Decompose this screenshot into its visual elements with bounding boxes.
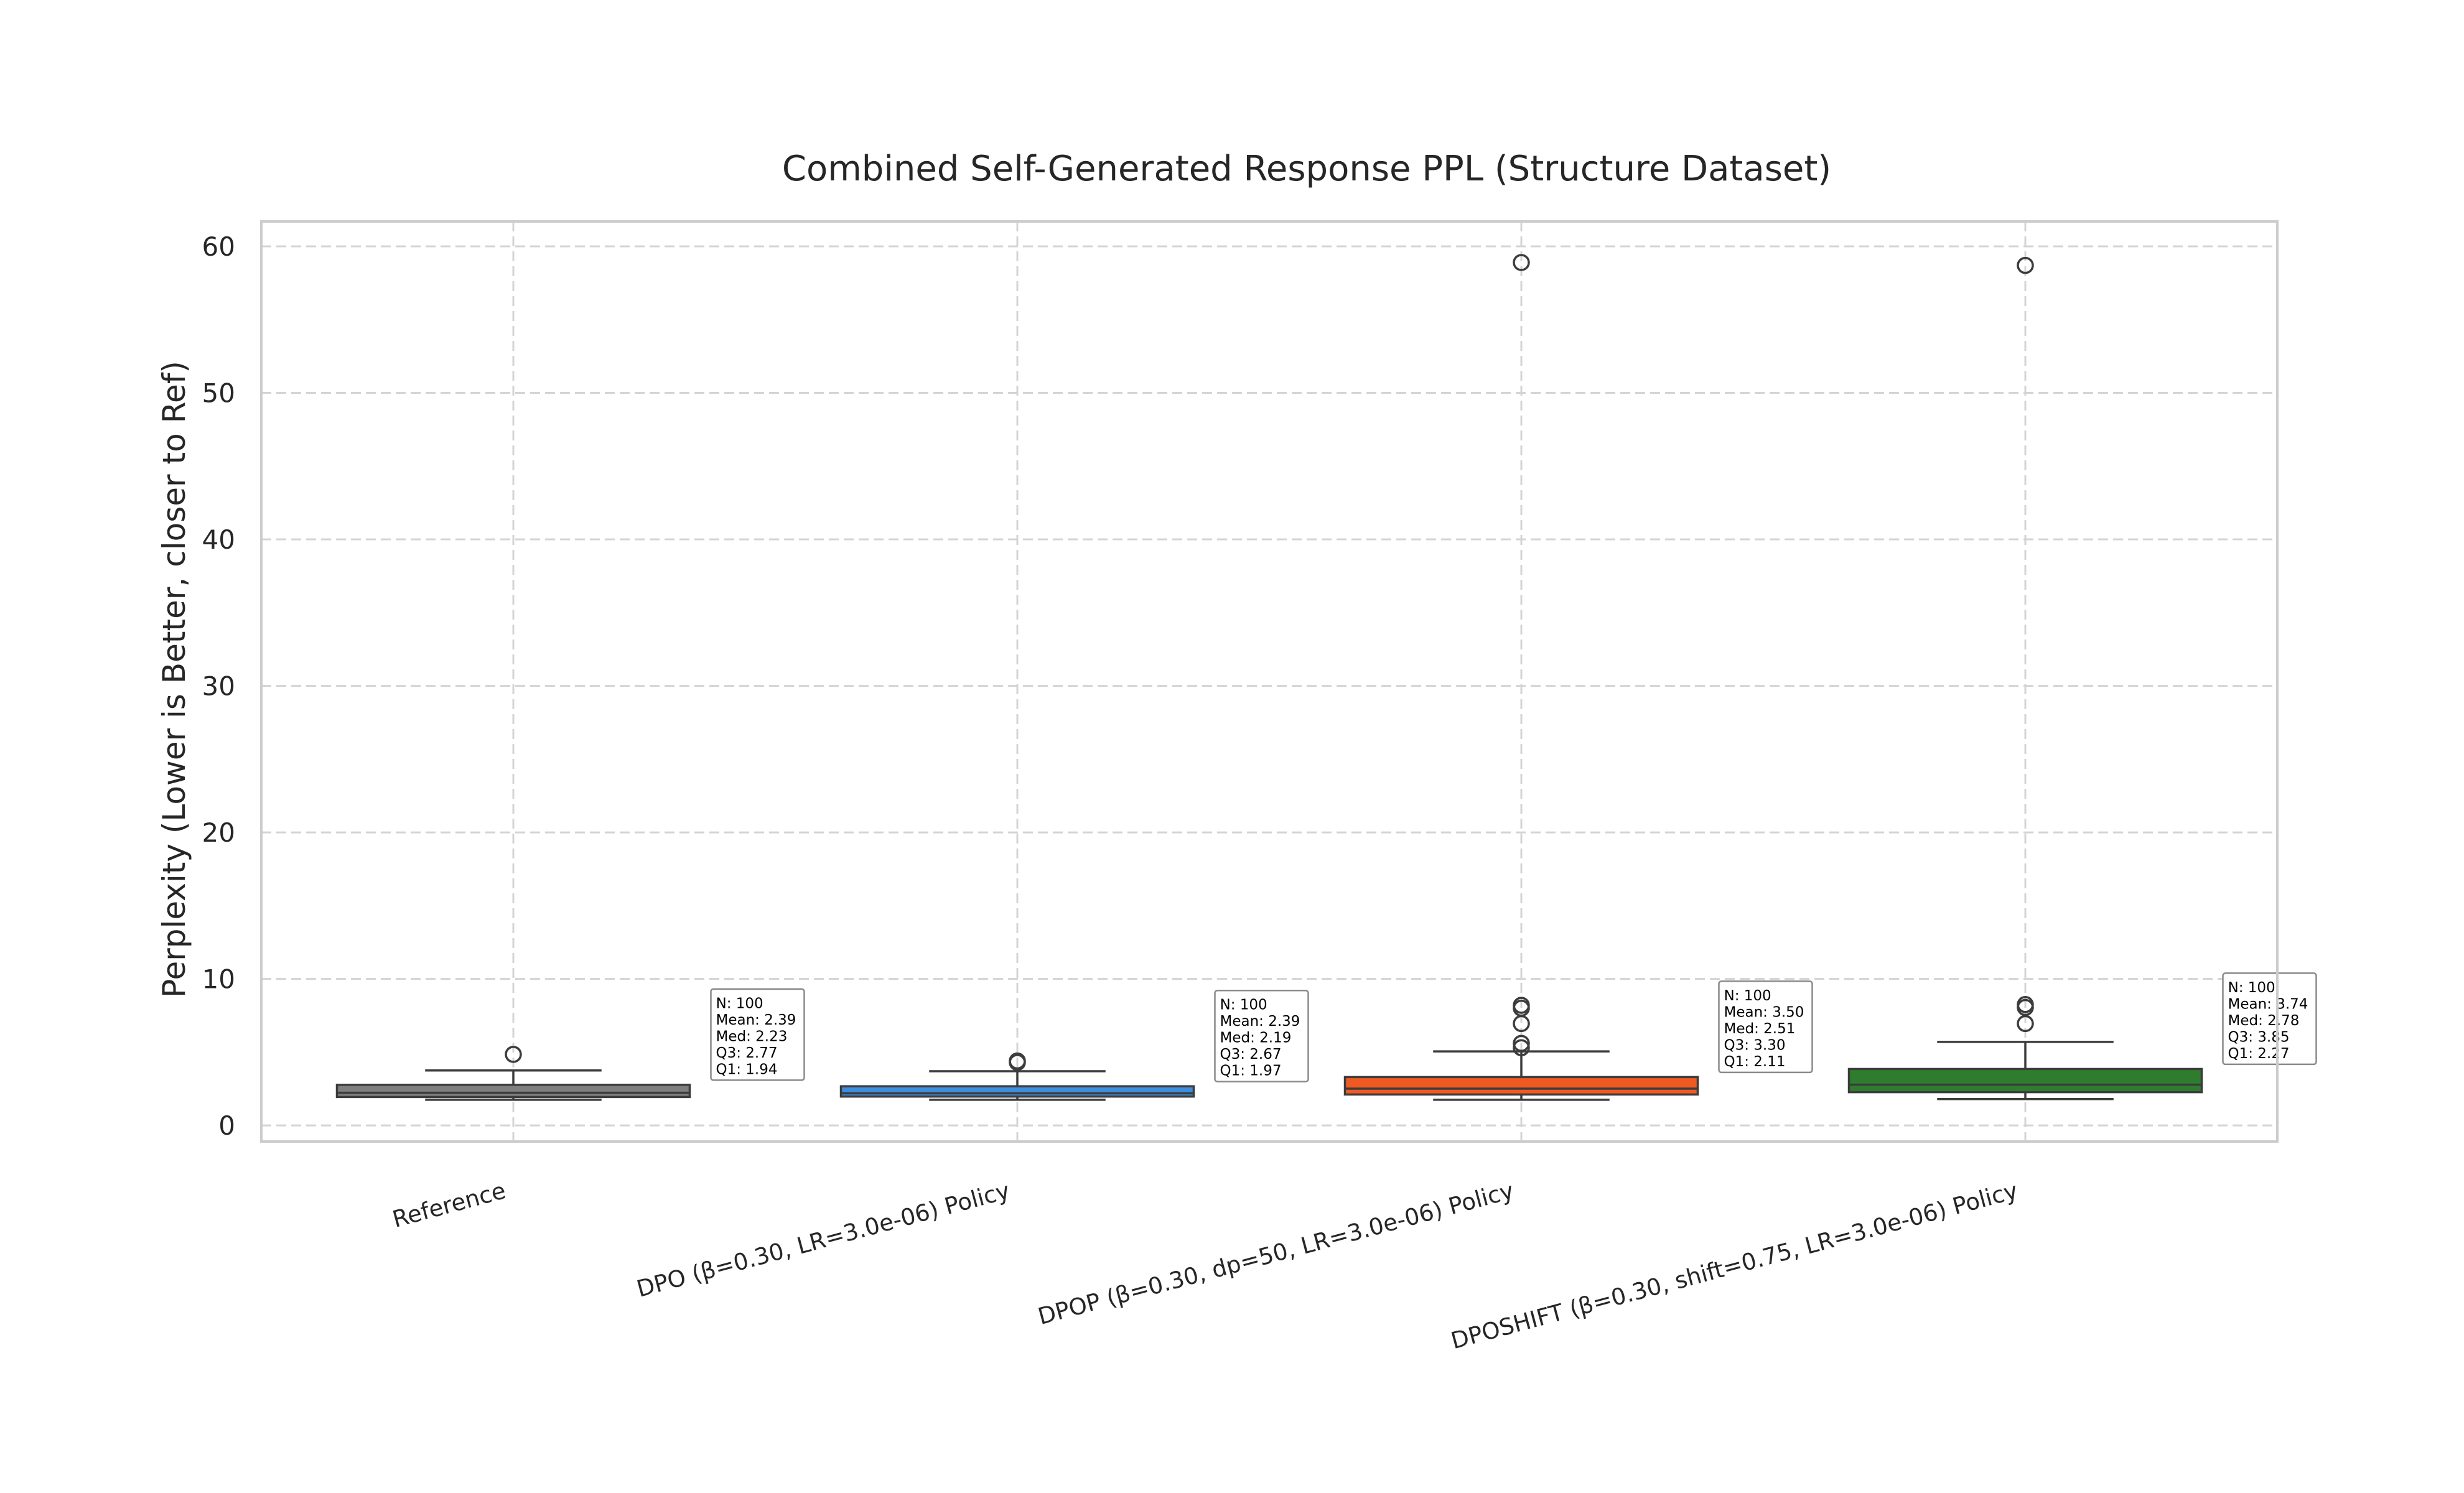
y-tick-label: 60 [202, 231, 235, 262]
stats-line: N: 100 [1724, 988, 1771, 1004]
iqr-box [839, 1085, 1195, 1098]
stats-box-frame [1214, 989, 1309, 1082]
stats-line: Med: 2.19 [1220, 1030, 1292, 1046]
stats-line: Mean: 2.39 [716, 1012, 796, 1028]
stats-line: Q3: 3.30 [1724, 1037, 1786, 1053]
stats-line: Q3: 2.67 [1220, 1046, 1282, 1063]
outlier-point [1513, 997, 1530, 1014]
stats-box-frame [710, 988, 805, 1081]
outlier-point [1009, 1052, 1026, 1070]
box-1 [335, 1046, 691, 1101]
stats-line: Q1: 1.97 [1220, 1063, 1282, 1079]
stats-line: Med: 2.51 [1724, 1021, 1796, 1037]
stats-box-frame [2222, 972, 2317, 1066]
stats-line: Med: 2.23 [716, 1028, 788, 1044]
stats-line: Q1: 2.27 [2228, 1046, 2290, 1062]
stats-line: Q1: 2.11 [1724, 1054, 1786, 1070]
stats-box-frame [1718, 980, 1813, 1074]
stats-line: Med: 2.78 [2228, 1013, 2300, 1029]
stats-line: N: 100 [716, 995, 763, 1012]
box-4 [1847, 256, 2203, 1100]
y-axis-label: Perplexity (Lower is Better, closer to R… [156, 361, 192, 998]
iqr-box [1343, 1076, 1699, 1096]
stats-line: Q3: 3.85 [2228, 1029, 2290, 1045]
outlier-point [1513, 1035, 1530, 1052]
box-plot-series [335, 254, 2203, 1101]
stats-line: Q1: 1.94 [716, 1061, 778, 1077]
plot-area-frame [260, 220, 2279, 1143]
box-2 [839, 1052, 1195, 1101]
y-axis-ticks: 0 10 20 30 40 50 60 [202, 231, 235, 1141]
box-3 [1343, 254, 1699, 1101]
y-tick-label: 40 [202, 524, 235, 555]
y-tick-label: 30 [202, 671, 235, 702]
y-tick-label: 20 [202, 817, 235, 848]
outlier-point [505, 1046, 522, 1063]
y-tick-label: 10 [202, 964, 235, 995]
y-tick-label: 0 [218, 1110, 235, 1141]
stats-line: N: 100 [1220, 997, 1267, 1013]
stats-line: Mean: 2.39 [1220, 1013, 1300, 1030]
outlier-point [1513, 1039, 1530, 1057]
iqr-box [1847, 1067, 2203, 1094]
stats-line: Mean: 3.74 [2228, 996, 2308, 1012]
y-tick-label: 50 [202, 378, 235, 409]
grid-lines [261, 221, 2277, 1142]
stats-line: N: 100 [2228, 980, 2275, 996]
outlier-point [2017, 256, 2034, 274]
iqr-box [335, 1084, 691, 1099]
outlier-point [2017, 1015, 2034, 1033]
stats-line: Mean: 3.50 [1724, 1004, 1804, 1020]
stats-line: Q3: 2.77 [716, 1045, 778, 1061]
outlier-point [2017, 996, 2034, 1013]
outlier-point [1513, 254, 1530, 271]
chart-title: Combined Self-Generated Response PPL (St… [782, 149, 1831, 189]
